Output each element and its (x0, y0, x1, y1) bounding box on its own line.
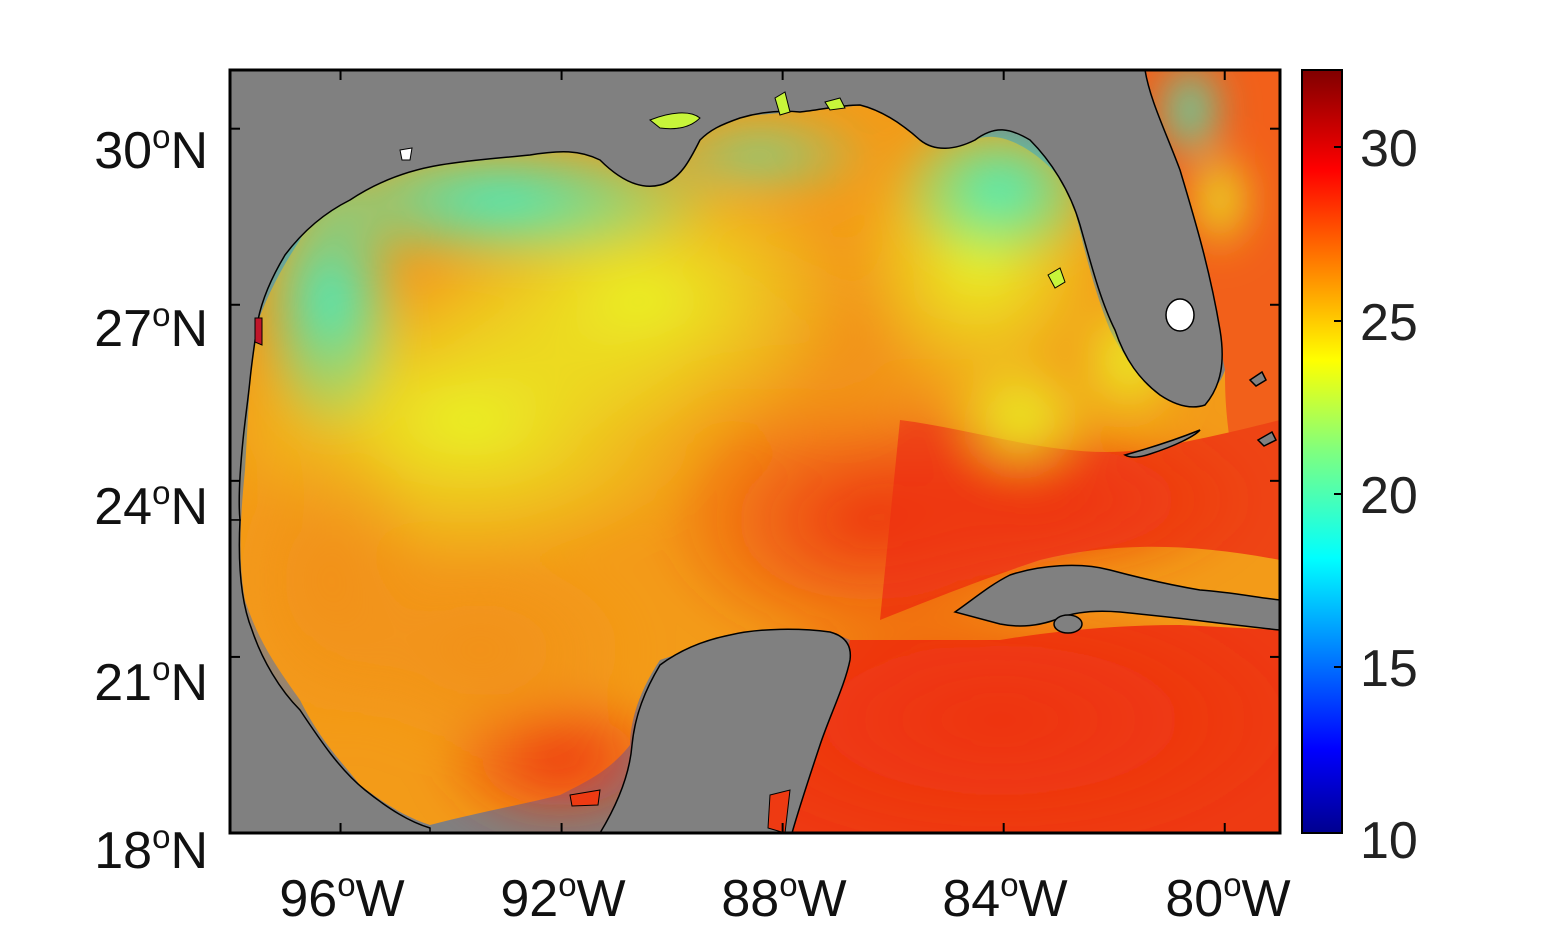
lake-okeechobee (1165, 298, 1195, 332)
lat-label-30: 30oN (94, 118, 208, 180)
bahamas (1248, 370, 1267, 387)
us-gulf-coast (230, 70, 1223, 521)
mexico-east-coast (230, 519, 431, 833)
colorbar: 30 25 20 15 10 (1301, 69, 1418, 870)
colorbar-ticks (1334, 146, 1342, 834)
colorbar-label-30: 30 (1360, 120, 1418, 178)
longitude-labels: 96oW 92oW 88oW 84oW 80oW (279, 866, 1290, 928)
map-frame (228, 68, 1282, 835)
lon-label-84: 84oW (942, 866, 1067, 928)
coastal-features (254, 91, 1066, 833)
lat-label-27: 27oN (94, 296, 208, 358)
lon-label-88: 88oW (721, 866, 846, 928)
colorbar-label-20: 20 (1360, 467, 1418, 525)
lon-label-96: 96oW (279, 866, 404, 928)
lat-label-18: 18oN (94, 818, 208, 880)
lat-label-24: 24oN (94, 474, 208, 536)
yucatan-peninsula (599, 628, 852, 833)
lon-label-80: 80oW (1165, 866, 1290, 928)
latitude-labels: 30oN 27oN 24oN 21oN 18oN (94, 118, 208, 880)
lat-label-21: 21oN (94, 650, 208, 712)
colorbar-gradient (1301, 69, 1343, 834)
map-plot-area (230, 70, 1280, 833)
colorbar-label-25: 25 (1360, 294, 1418, 352)
lon-label-92: 92oW (500, 866, 625, 928)
cuba (953, 564, 1280, 631)
florida-keys (1123, 429, 1201, 458)
axis-ticks (230, 70, 1280, 834)
colorbar-label-10: 10 (1360, 812, 1418, 870)
colorbar-label-15: 15 (1360, 640, 1418, 698)
landmasses (230, 70, 1280, 833)
isla-de-la-juventud (1053, 614, 1083, 634)
